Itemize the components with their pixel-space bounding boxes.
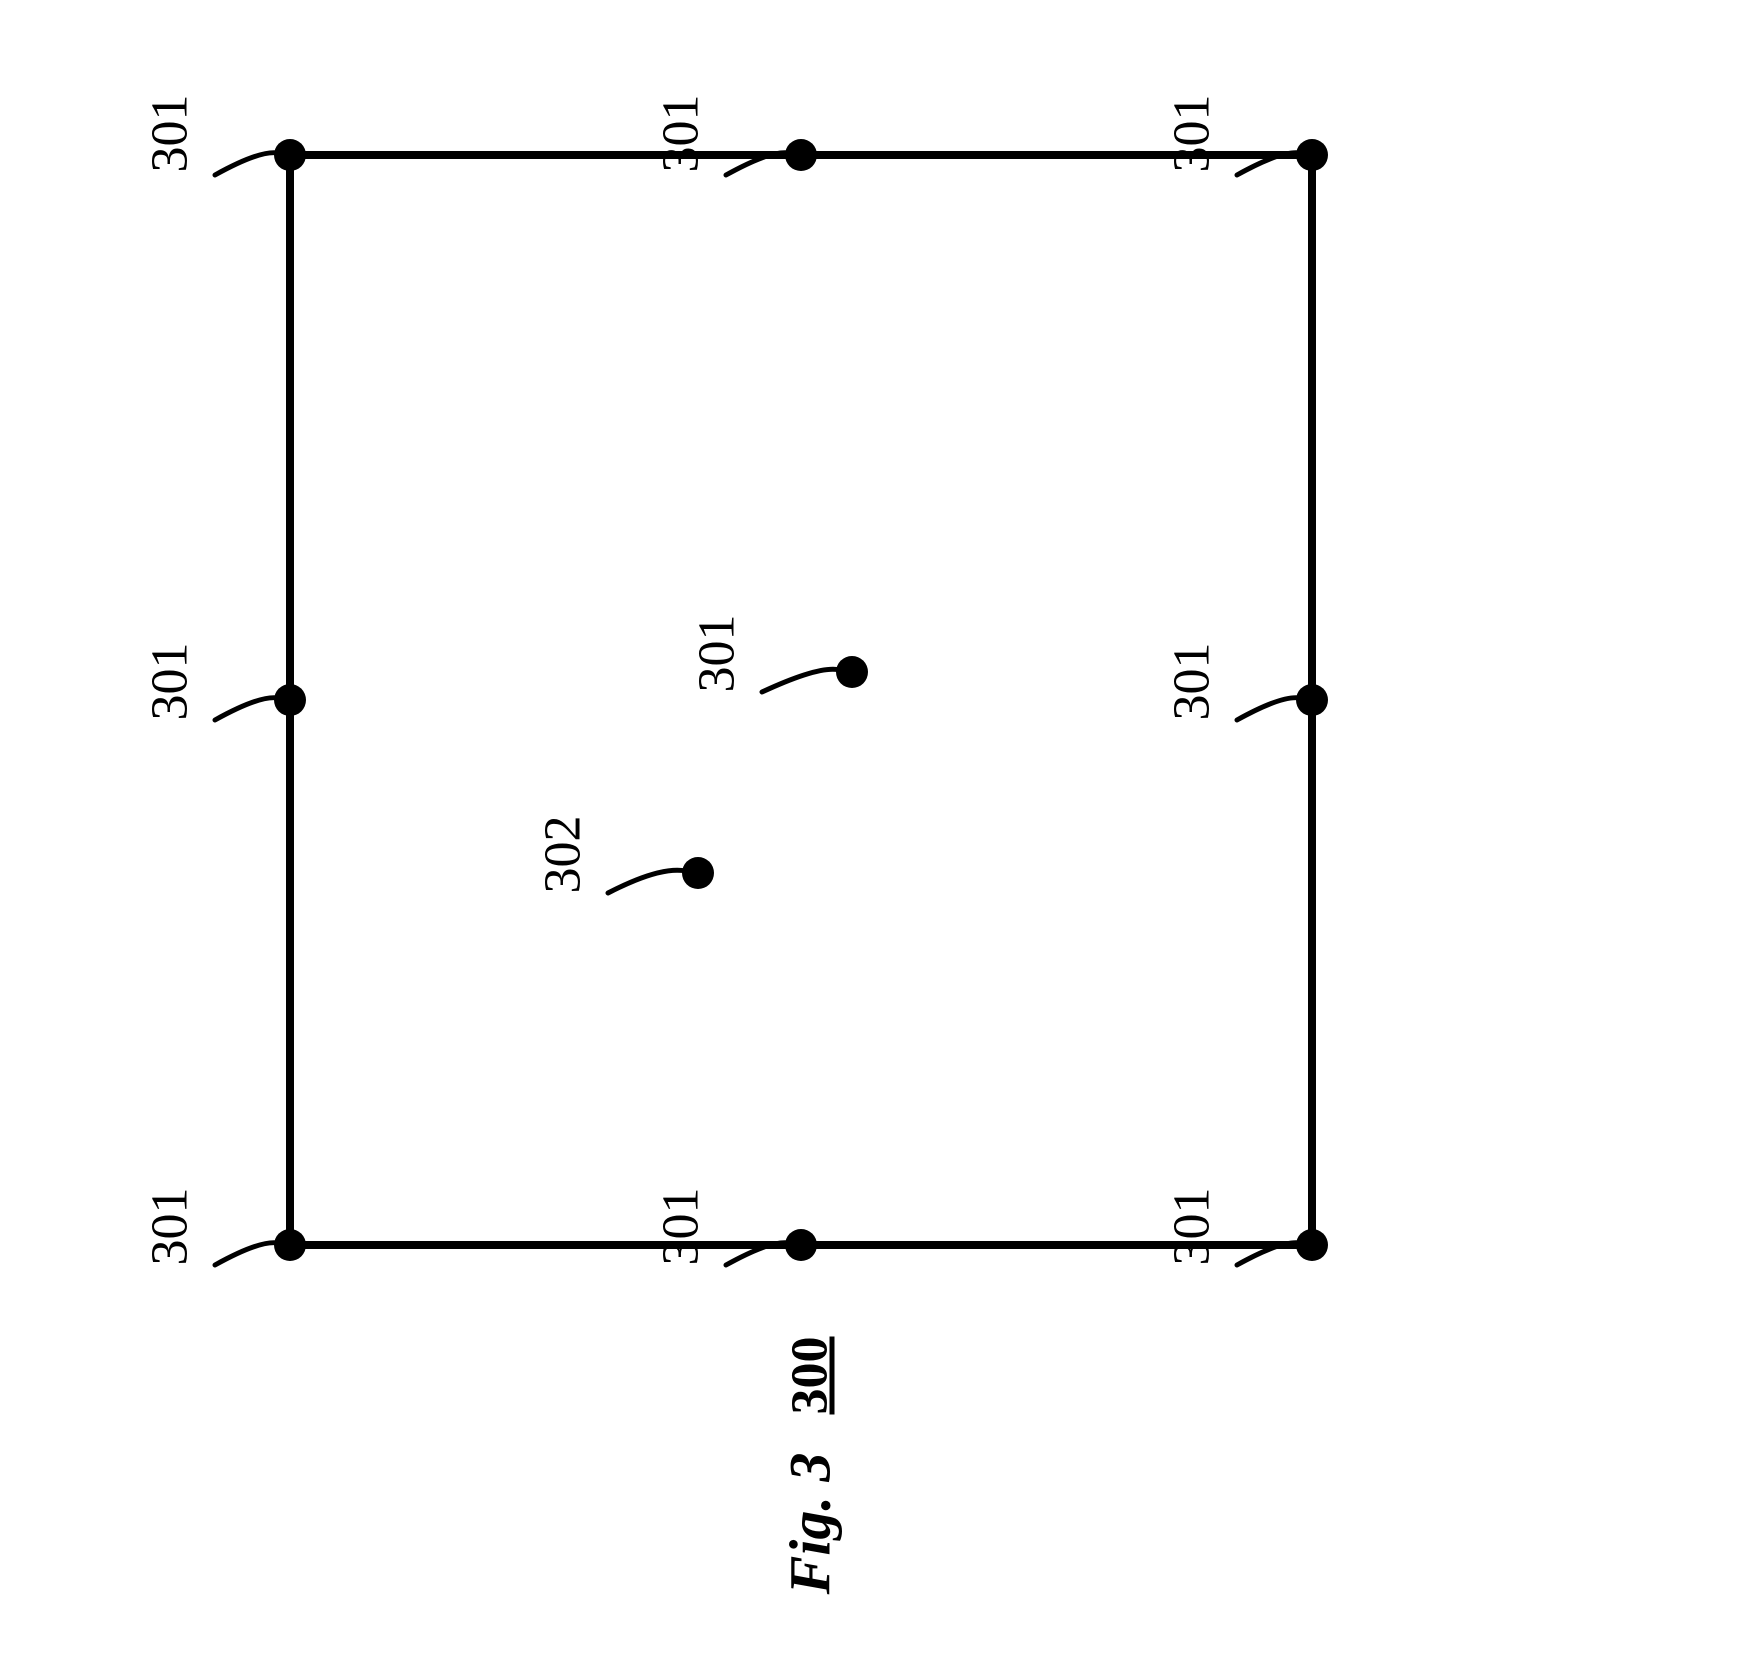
node-label-7: 301 bbox=[1163, 642, 1222, 722]
node-label-4: 301 bbox=[688, 614, 747, 694]
node-label-9: 302 bbox=[534, 815, 593, 895]
node-label-6: 301 bbox=[1163, 94, 1222, 174]
node-label-5: 301 bbox=[652, 1187, 711, 1267]
reference-number: 300 bbox=[781, 1326, 840, 1426]
figure-caption: Fig. 3 bbox=[777, 1444, 844, 1604]
node-label-8: 301 bbox=[1163, 1187, 1222, 1267]
diagram-canvas: 301 301 301 301 301 301 301 301 301 302 … bbox=[0, 0, 1758, 1678]
node-label-0: 301 bbox=[141, 94, 200, 174]
node-label-3: 301 bbox=[652, 94, 711, 174]
diagram-svg bbox=[0, 0, 1758, 1678]
node-label-1: 301 bbox=[141, 642, 200, 722]
node-label-2: 301 bbox=[141, 1187, 200, 1267]
